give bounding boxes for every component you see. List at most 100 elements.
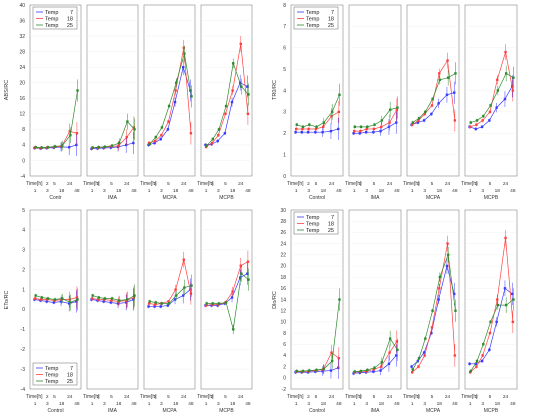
data-point (189, 292, 193, 295)
time-axis-label: Time[h] (345, 394, 362, 400)
group-label: Contr (49, 195, 62, 201)
data-point (175, 81, 178, 84)
data-point (364, 130, 368, 134)
time-tick-label: 5 (224, 394, 227, 400)
y-tick-label: 18 (280, 275, 286, 281)
y-tick-label: 24 (280, 241, 286, 247)
time-axis-label: Time[h] (140, 394, 157, 400)
data-point (294, 130, 297, 134)
legend: Temp 7 Temp 18 Temp 25 (32, 6, 78, 30)
data-point (454, 309, 457, 312)
data-point (190, 284, 193, 287)
data-point (475, 365, 478, 368)
time-tick-label: 48 (336, 188, 342, 194)
time-tick-label: 48 (394, 401, 400, 407)
time-tick-label: 48 (245, 401, 251, 407)
data-point (154, 139, 157, 143)
y-tick-label: 7 (283, 24, 286, 30)
data-point (504, 50, 507, 54)
data-point (430, 104, 434, 107)
data-point (231, 290, 234, 293)
group-label: MCPA (162, 195, 177, 201)
data-point (295, 369, 298, 373)
data-point (373, 366, 376, 369)
time-tick-label: 3 (103, 188, 106, 194)
data-point (34, 146, 37, 149)
data-point (469, 121, 472, 124)
data-point (300, 130, 304, 134)
time-tick-label: 18 (437, 188, 443, 194)
time-tick-label: 24 (124, 181, 130, 187)
data-point (438, 78, 442, 82)
data-point (132, 298, 135, 301)
time-tick-label: 48 (74, 188, 80, 194)
data-point (224, 104, 228, 108)
group-label: MCPA (426, 195, 441, 201)
time-tick-label: 2 (46, 394, 49, 400)
time-tick-label: 24 (67, 181, 73, 187)
data-point (247, 93, 250, 96)
data-point (159, 137, 162, 141)
time-tick-label: 48 (131, 188, 137, 194)
time-tick-label: 18 (116, 188, 122, 194)
legend-entry-label: Temp (45, 10, 58, 16)
time-tick-label: 18 (379, 188, 385, 194)
data-point (366, 368, 369, 372)
time-tick-label: 24 (124, 394, 130, 400)
legend-entry-value: 7 (331, 215, 334, 221)
legend: Temp 7 Temp 18 Temp 25 (293, 6, 339, 30)
data-point (330, 114, 333, 118)
time-axis-label: Time[h] (461, 181, 478, 187)
data-point (337, 110, 341, 114)
time-tick-label: 18 (116, 401, 122, 407)
data-point (504, 303, 508, 307)
time-tick-label: 5 (373, 181, 376, 187)
data-point (488, 331, 492, 335)
y-tick-label: 22 (280, 253, 286, 259)
data-point (217, 128, 221, 131)
data-point (153, 141, 156, 145)
data-point (446, 76, 450, 79)
time-tick-label: 18 (173, 188, 179, 194)
data-point (183, 52, 186, 55)
legend-entry-value: 18 (67, 17, 73, 23)
data-point (438, 72, 441, 75)
y-tick-label: 12 (280, 308, 286, 314)
y-tick-label: 16 (280, 286, 286, 292)
group-label: MCPB (219, 195, 234, 201)
time-tick-label: 5 (224, 181, 227, 187)
data-point (482, 343, 485, 346)
data-point (301, 369, 305, 373)
data-point (410, 365, 413, 368)
time-tick-label: 2 (359, 394, 362, 400)
group-label: MCPB (219, 408, 234, 414)
time-tick-label: 18 (379, 401, 385, 407)
time-tick-label: 18 (495, 401, 501, 407)
data-point (496, 78, 499, 82)
time-tick-label: 24 (387, 394, 393, 400)
data-point (481, 119, 484, 122)
legend-entry-value: 18 (328, 17, 334, 23)
legend-entry-label: Temp (45, 373, 58, 379)
group-label: MCPA (426, 408, 441, 414)
data-point (52, 301, 56, 304)
data-point (388, 351, 391, 354)
data-point (330, 110, 334, 114)
data-point (148, 300, 151, 303)
panel-frame (200, 209, 253, 390)
data-point (315, 368, 318, 372)
data-point (372, 370, 375, 373)
y-tick-label: 24 (19, 65, 25, 71)
time-tick-label: 3 (423, 401, 426, 407)
data-point (359, 125, 363, 129)
time-tick-label: 18 (321, 188, 327, 194)
legend-entry-label: Temp (45, 23, 58, 29)
data-point (205, 302, 208, 305)
y-tick-label: 20 (280, 264, 286, 270)
time-tick-label: 3 (217, 401, 220, 407)
legend-entry-label: Temp (306, 215, 319, 221)
data-point (417, 117, 421, 120)
